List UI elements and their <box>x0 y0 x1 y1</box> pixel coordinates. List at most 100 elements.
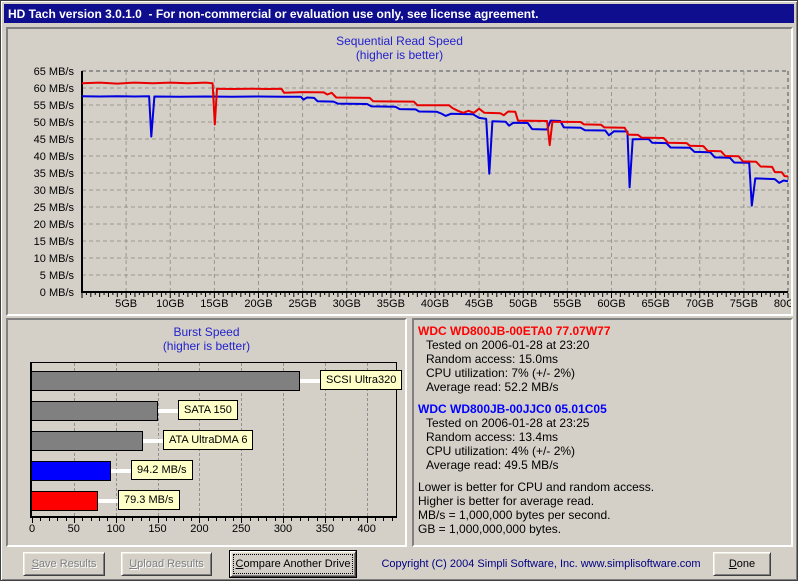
burst-axis-tick <box>333 518 335 521</box>
sequential-chart-title: Sequential Read Speed <box>336 34 463 48</box>
burst-axis-tick <box>191 518 192 521</box>
y-axis-label: 30 MB/s <box>34 185 75 197</box>
x-axis-label: 20GB <box>244 298 272 310</box>
y-axis-label: 5 MB/s <box>40 270 75 282</box>
y-axis-label: 25 MB/s <box>34 202 75 214</box>
burst-axis-tick <box>249 518 251 521</box>
burst-axis-tick <box>257 518 259 521</box>
burst-bar-connector <box>158 409 178 413</box>
burst-axis-tick <box>140 518 142 521</box>
burst-axis-tick <box>40 518 42 521</box>
burst-chart-subtitle: (higher is better) <box>162 339 251 353</box>
x-axis-label: 55GB <box>553 298 581 310</box>
drive-1-tested: Tested on 2006-01-28 at 23:20 <box>426 338 590 352</box>
burst-axis-tick <box>291 518 293 521</box>
x-axis-label: 65GB <box>642 298 670 310</box>
drive-2-tested: Tested on 2006-01-28 at 23:25 <box>426 416 590 430</box>
burst-x-axis-label: 100 <box>106 523 125 535</box>
burst-axis-tick <box>266 518 268 521</box>
legend-notes: Lower is better for CPU and random acces… <box>418 480 787 536</box>
drive-2-average-read: Average read: 49.5 MB/s <box>426 458 559 472</box>
drive-2-name: WDC WD800JB-00JJC0 05.01C05 <box>418 402 607 416</box>
burst-axis-tick <box>316 518 318 521</box>
y-axis-label: 45 MB/s <box>34 134 75 146</box>
burst-axis-tick <box>182 518 184 521</box>
x-axis-label: 25GB <box>289 298 317 310</box>
drive-2-cpu-utilization: CPU utilization: 4% (+/- 2%) <box>426 444 576 458</box>
y-axis-label: 65 MB/s <box>34 66 75 78</box>
y-axis-label: 15 MB/s <box>34 236 75 248</box>
series-line-red <box>81 81 789 178</box>
drive-1-average-read: Average read: 52.2 MB/s <box>426 380 559 394</box>
burst-axis-tick <box>157 518 159 523</box>
y-axis-label: 55 MB/s <box>34 100 75 112</box>
x-axis-label: 40GB <box>421 298 449 310</box>
note-line: Higher is better for average read. <box>418 494 595 508</box>
x-axis-label: 60GB <box>597 298 625 310</box>
burst-bar-connector <box>143 439 163 443</box>
burst-axis-tick <box>308 518 310 521</box>
x-axis-label: 30GB <box>333 298 361 310</box>
y-axis-label: 50 MB/s <box>34 117 75 129</box>
sequential-read-panel: Sequential Read Speed (higher is better)… <box>6 27 793 316</box>
burst-axis-tick <box>124 518 125 521</box>
y-axis-label: 10 MB/s <box>34 253 75 265</box>
note-line: GB = 1,000,000,000 bytes. <box>418 522 562 536</box>
burst-axis-tick <box>107 518 109 521</box>
burst-gridline <box>283 363 284 516</box>
burst-axis-tick <box>375 518 377 521</box>
burst-axis-tick <box>48 518 50 521</box>
y-axis-label: 20 MB/s <box>34 219 75 231</box>
burst-axis-tick <box>283 518 284 523</box>
burst-axis-tick <box>90 518 92 521</box>
burst-axis-tick <box>115 518 117 523</box>
burst-x-axis-label: 200 <box>190 523 209 535</box>
burst-bar-connector <box>98 499 118 503</box>
drive-1-cpu-utilization: CPU utilization: 7% (+/- 2%) <box>426 366 576 380</box>
burst-axis-tick <box>232 518 234 521</box>
x-axis-label: 5GB <box>115 298 137 310</box>
burst-axis-tick <box>174 518 176 521</box>
burst-speed-panel: Burst Speed (higher is better) SCSI Ultr… <box>6 318 407 547</box>
burst-axis-tick <box>350 518 351 521</box>
burst-bar-2 <box>32 431 143 451</box>
burst-speed-chart: SCSI Ultra320 SATA 150 ATA UltraDMA 6 94.2 … <box>30 362 403 518</box>
window-title: HD Tach version 3.0.1.0 - For non-commer… <box>8 6 539 21</box>
sequential-chart-subtitle: (higher is better) <box>355 48 444 62</box>
drive-info-panel: WDC WD800JB-00ETA0 77.07W77 Tested on 20… <box>412 318 793 547</box>
burst-axis-tick <box>358 518 360 521</box>
burst-bar-label: SCSI Ultra320 <box>320 370 403 390</box>
chart-axes <box>81 71 788 293</box>
drive-result-2: WDC WD800JB-00JJC0 05.01C05 Tested on 20… <box>418 402 787 472</box>
burst-axis-tick <box>82 518 84 521</box>
burst-axis-tick <box>65 518 67 521</box>
burst-axis-tick <box>98 518 100 521</box>
burst-bar-connector <box>111 469 131 473</box>
y-axis-label: 60 MB/s <box>34 83 75 95</box>
x-axis-label: 15GB <box>200 298 228 310</box>
sequential-read-chart: 0 MB/s 5 MB/s 10 MB/s 15 MB/s 20 MB/s 25 MB/s… <box>34 66 791 310</box>
x-axis-label: 10GB <box>156 298 184 310</box>
x-axis-label: 70GB <box>686 298 714 310</box>
burst-axis-tick <box>391 518 393 521</box>
y-axis-label: 0 MB/s <box>40 287 75 299</box>
burst-axis-tick <box>32 518 33 523</box>
drive-1-name: WDC WD800JB-00ETA0 77.07W77 <box>418 324 611 338</box>
burst-axis-tick <box>165 518 167 521</box>
x-axis-label: 80GB <box>774 298 791 310</box>
burst-bar-connector <box>300 379 320 383</box>
note-line: Lower is better for CPU and random acces… <box>418 480 655 494</box>
burst-axis-tick <box>73 518 75 523</box>
burst-axis-tick <box>383 518 385 521</box>
burst-axis-tick <box>274 518 276 521</box>
burst-axis-tick <box>341 518 343 521</box>
y-axis-label: 35 MB/s <box>34 168 75 180</box>
title-bar[interactable]: HD Tach version 3.0.1.0 - For non-commer… <box>4 4 794 23</box>
burst-bar-label: 79.3 MB/s <box>118 490 180 510</box>
burst-bar-label: ATA UltraDMA 6 <box>163 430 254 450</box>
